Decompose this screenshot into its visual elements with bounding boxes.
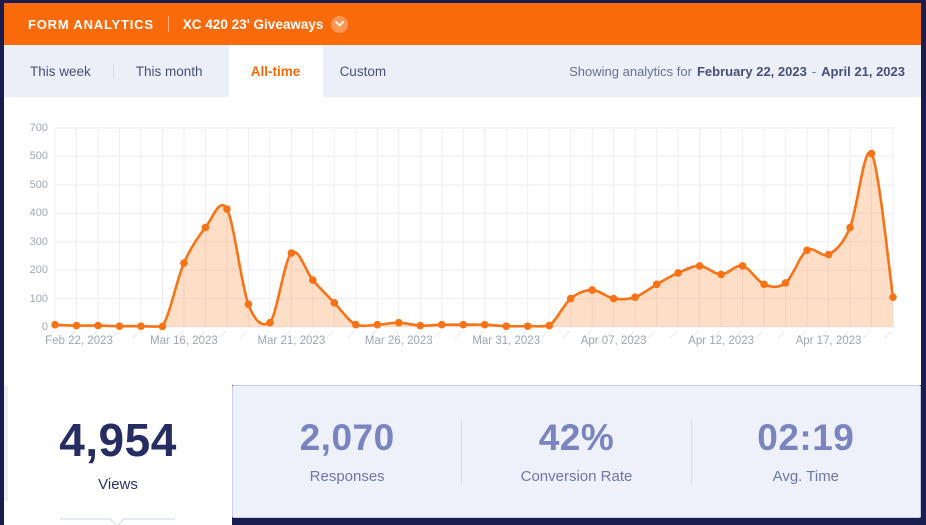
form-analytics-page: FORM ANALYTICS XC 420 23' Giveaways This… [4,3,921,525]
data-point[interactable] [115,322,124,330]
conversion-rate-value: 42% [538,416,615,458]
stats-section: 4,954 Views 2,070 Responses 42% Conversi… [4,385,921,525]
range-start-date: February 22, 2023 [696,63,807,79]
data-point[interactable] [94,321,102,330]
data-point[interactable] [437,320,446,329]
chevron-down-icon[interactable] [331,15,349,33]
conversion-rate-stat[interactable]: 42% Conversion Rate [462,386,690,517]
y-axis-tick-label: 500 [29,178,48,191]
avg-time-label: Avg. Time [772,467,840,485]
card-left-strip [4,385,8,501]
y-axis-tick-label: 100 [29,292,48,305]
data-point[interactable] [566,294,575,303]
data-point[interactable] [652,280,661,289]
data-point[interactable] [824,250,833,259]
data-point[interactable] [180,259,188,267]
data-point[interactable] [717,270,725,279]
y-axis-tick-label: 300 [29,235,48,248]
x-axis-tick-label: Mar 31, 2023 [472,335,541,347]
y-axis-tick-label: 500 [29,150,48,163]
area-fill [55,152,893,327]
tooltip-notch [60,518,175,525]
views-label: Views [98,476,138,493]
data-point[interactable] [51,320,59,329]
responses-label: Responses [309,467,385,485]
avg-time-stat[interactable]: 02:19 Avg. Time [692,386,920,517]
stats-panel: 2,070 Responses 42% Conversion Rate 02:1… [232,385,921,518]
data-point[interactable] [72,321,81,330]
data-point[interactable] [244,300,253,309]
x-axis-tick-label: Feb 22, 2023 [45,335,113,347]
stat-divider [461,419,463,484]
x-axis-tick-label: Apr 12, 2023 [688,335,755,347]
data-point[interactable] [266,318,274,327]
x-axis-tick-label: Mar 26, 2023 [364,335,433,347]
data-point[interactable] [223,205,231,213]
conversion-rate-label: Conversion Rate [520,467,633,485]
data-point[interactable] [394,318,403,327]
data-point[interactable] [631,293,639,301]
gridlines [54,127,895,328]
data-point[interactable] [523,322,532,330]
x-axis-tick-label: Mar 21, 2023 [257,335,326,347]
data-point[interactable] [867,149,876,158]
tab-custom[interactable]: Custom [339,63,387,79]
data-point[interactable] [158,322,167,331]
range-separator: - [811,63,817,79]
data-point[interactable] [609,294,618,303]
range-end-date: April 21, 2023 [821,63,905,79]
data-point[interactable] [480,320,489,329]
tab-this-week[interactable]: This week [30,63,91,79]
data-point[interactable] [760,280,768,289]
form-selector-dropdown[interactable]: XC 420 23' Giveaways [182,15,349,33]
tab-separator [112,63,114,79]
data-point[interactable] [781,279,790,287]
data-point[interactable] [695,262,704,270]
y-axis-tick-label: 200 [29,264,48,277]
data-point[interactable] [738,262,747,270]
data-point[interactable] [201,223,210,232]
data-point[interactable] [846,223,854,232]
data-points [51,149,897,331]
tab-this-month[interactable]: This month [135,63,203,79]
data-point[interactable] [502,322,511,330]
form-selector-label: XC 420 23' Giveaways [182,16,324,32]
range-prefix: Showing analytics for [569,63,692,79]
data-point[interactable] [545,321,554,330]
views-stat-card[interactable]: 4,954 Views [4,385,232,525]
data-point[interactable] [588,286,596,294]
data-point[interactable] [459,320,468,329]
y-axis-tick-label: 0 [41,321,48,333]
views-value: 4,954 [59,414,177,466]
header-divider [167,16,169,32]
responses-stat[interactable]: 2,070 Responses [233,386,461,517]
x-axis-tick-label: Mar 16, 2023 [150,335,218,347]
data-point[interactable] [416,321,425,330]
stat-divider [690,419,692,484]
y-axis-tick-label: 400 [29,207,48,220]
page-title: FORM ANALYTICS [28,16,154,32]
x-axis-tick-label: Apr 07, 2023 [580,335,647,347]
views-area-chart[interactable]: 700 500 500 400 300 200 100 0 Feb 22, 2023 Mar 16… [4,97,921,385]
tab-all-time[interactable]: All-time [228,45,323,97]
data-point[interactable] [352,320,360,329]
responses-value: 2,070 [299,416,395,458]
axis-hatches [46,330,893,339]
avg-time-value: 02:19 [757,416,855,458]
data-point[interactable] [889,293,897,301]
y-axis-tick-label: 700 [29,122,48,134]
data-point[interactable] [287,249,296,257]
time-range-tabbar: This week This month All-time Custom Sho… [4,45,921,97]
data-point[interactable] [674,269,682,277]
data-point[interactable] [330,299,339,307]
data-point[interactable] [309,276,317,284]
x-axis-tick-label: Apr 17, 2023 [795,335,862,347]
data-point[interactable] [803,246,811,255]
analytics-date-range: Showing analytics for February 22, 2023 … [569,64,921,79]
header-bar: FORM ANALYTICS XC 420 23' Giveaways [4,3,921,45]
chart-canvas [46,127,897,339]
data-point[interactable] [373,320,382,329]
data-point[interactable] [137,322,145,330]
